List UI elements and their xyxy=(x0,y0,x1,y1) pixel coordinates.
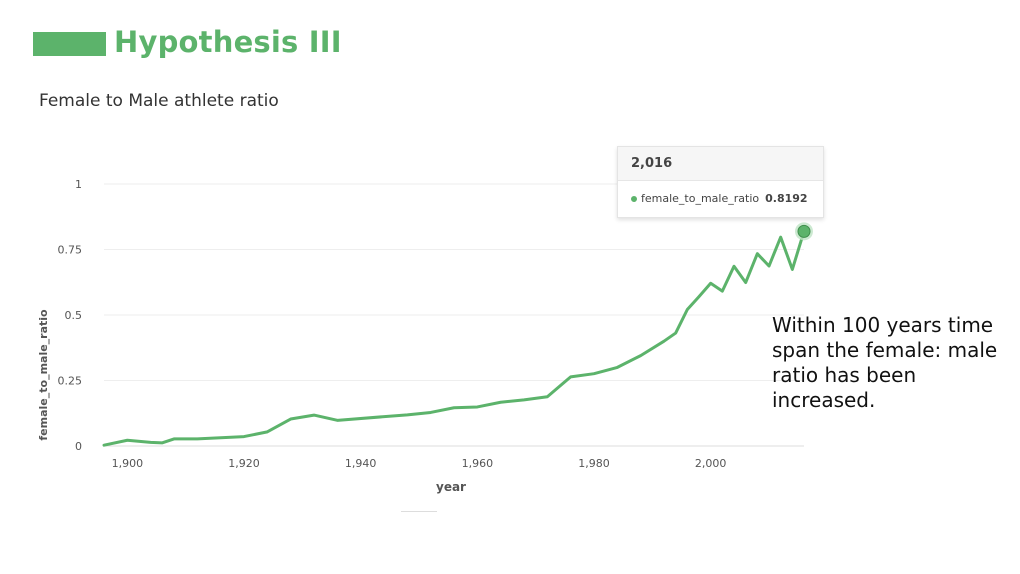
y-tick-label: 0.75 xyxy=(58,244,83,257)
y-tick-label: 0.5 xyxy=(65,309,83,322)
x-tick-label: 1,940 xyxy=(345,457,377,470)
data-point xyxy=(590,370,598,378)
annotation-text: Within 100 years time span the female: m… xyxy=(772,313,998,412)
series-layer xyxy=(100,229,806,449)
data-point xyxy=(695,293,703,301)
data-point xyxy=(730,262,738,270)
data-point xyxy=(637,352,645,360)
axis-layer: 0 0.25 0.5 0.75 1 1,900 1,920 1,940 1,960 1,980 2,… xyxy=(37,178,726,494)
data-point xyxy=(672,329,680,337)
chart-tooltip: 2,016 female_to_male_ratio 0.8192 xyxy=(617,146,824,218)
divider xyxy=(401,511,437,512)
data-point xyxy=(427,408,435,416)
data-point xyxy=(683,305,691,313)
data-point xyxy=(567,373,575,381)
marker-layer xyxy=(795,222,813,241)
x-tick-label: 1,960 xyxy=(462,457,494,470)
data-point xyxy=(473,403,481,411)
y-tick-label: 0.25 xyxy=(58,375,83,388)
data-point xyxy=(707,279,715,287)
data-point xyxy=(660,337,668,345)
chart-title: Female to Male athlete ratio xyxy=(39,91,279,111)
data-point xyxy=(170,435,178,443)
slide-title: Hypothesis III xyxy=(114,25,342,59)
highlight-point[interactable] xyxy=(797,224,811,238)
y-tick-label: 0 xyxy=(75,440,82,453)
data-point xyxy=(450,404,458,412)
data-point xyxy=(753,250,761,258)
y-tick-label: 1 xyxy=(75,178,82,191)
x-axis-label: year xyxy=(436,480,466,494)
tooltip-value: 0.8192 xyxy=(765,192,808,205)
series-line xyxy=(102,229,806,447)
data-point xyxy=(613,363,621,371)
data-point xyxy=(147,438,155,446)
tooltip-series-name: female_to_male_ratio xyxy=(641,192,760,205)
x-tick-label: 1,920 xyxy=(228,457,260,470)
x-tick-label: 1,900 xyxy=(112,457,144,470)
data-point xyxy=(240,433,248,441)
x-tick-label: 1,980 xyxy=(578,457,610,470)
data-point xyxy=(123,436,131,444)
data-point xyxy=(520,396,528,404)
series-dot-icon xyxy=(631,196,637,202)
data-point xyxy=(777,233,785,241)
x-tick-label: 2,000 xyxy=(695,457,727,470)
data-point xyxy=(718,287,726,295)
data-point xyxy=(287,415,295,423)
data-point xyxy=(742,279,750,287)
title-accent-bar xyxy=(33,32,106,56)
data-point xyxy=(788,265,796,273)
data-point xyxy=(310,411,318,419)
data-point xyxy=(765,262,773,270)
data-point xyxy=(193,435,201,443)
tooltip-year: 2,016 xyxy=(618,147,823,181)
data-point xyxy=(497,398,505,406)
data-point xyxy=(333,416,341,424)
data-point xyxy=(100,441,108,449)
data-point xyxy=(543,393,551,401)
data-point xyxy=(158,439,166,447)
y-axis-label: female_to_male_ratio xyxy=(37,309,50,441)
data-point xyxy=(263,428,271,436)
tooltip-row: female_to_male_ratio 0.8192 xyxy=(618,181,823,216)
data-point xyxy=(403,411,411,419)
